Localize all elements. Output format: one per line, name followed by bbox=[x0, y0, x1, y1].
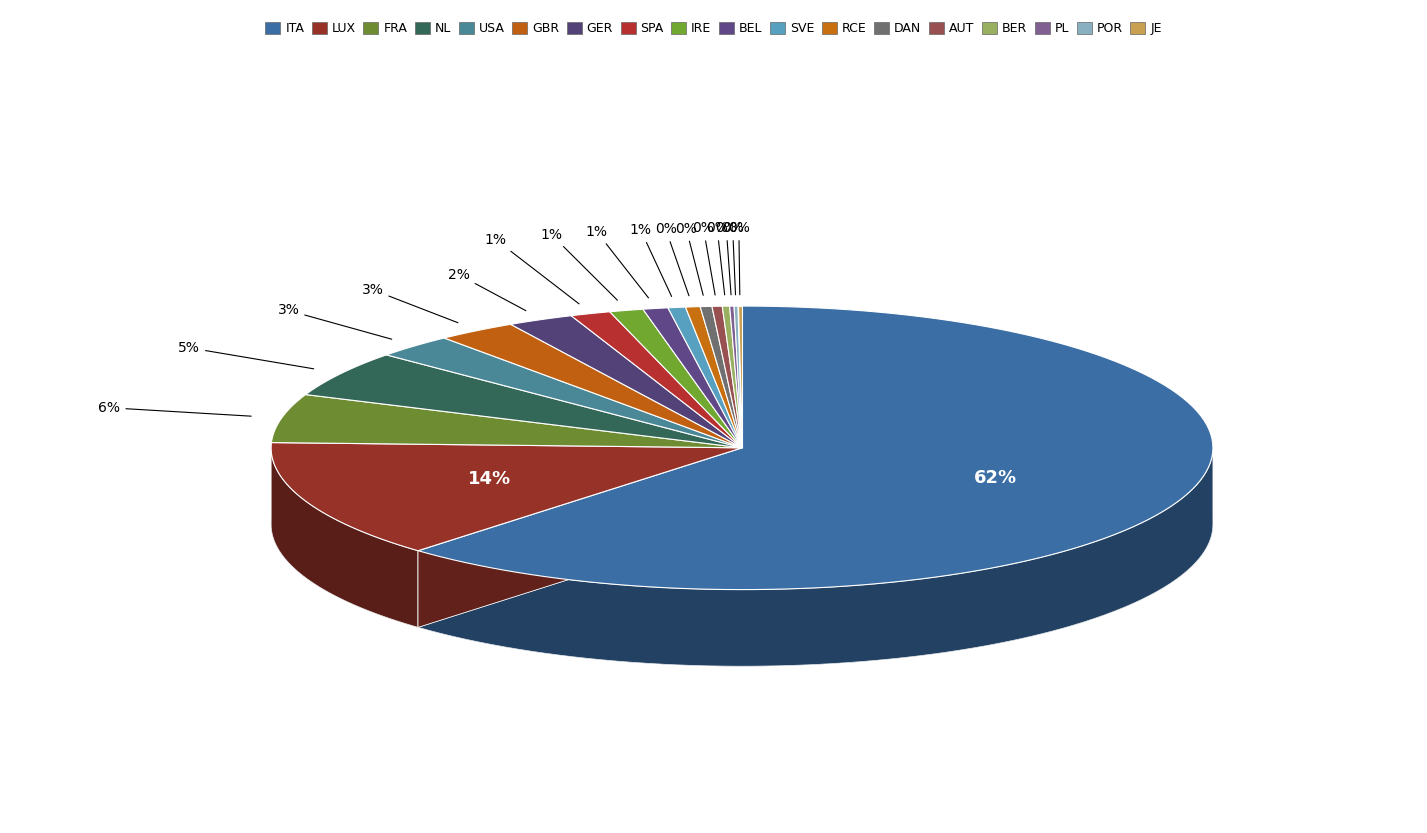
Polygon shape bbox=[738, 306, 742, 448]
Polygon shape bbox=[418, 448, 742, 627]
Text: 1%: 1% bbox=[586, 225, 648, 298]
Text: 3%: 3% bbox=[361, 282, 458, 322]
Polygon shape bbox=[271, 449, 418, 627]
Polygon shape bbox=[712, 307, 742, 448]
Polygon shape bbox=[511, 316, 742, 448]
Ellipse shape bbox=[271, 382, 1213, 666]
Polygon shape bbox=[701, 307, 742, 448]
Polygon shape bbox=[305, 355, 742, 448]
Polygon shape bbox=[418, 448, 1213, 666]
Text: 0%: 0% bbox=[706, 222, 728, 295]
Polygon shape bbox=[418, 448, 742, 627]
Text: 6%: 6% bbox=[98, 401, 251, 416]
Text: 1%: 1% bbox=[629, 223, 672, 297]
Polygon shape bbox=[444, 324, 742, 448]
Legend: ITA, LUX, FRA, NL, USA, GBR, GER, SPA, IRE, BEL, SVE, RCE, DAN, AUT, BER, PL, PO: ITA, LUX, FRA, NL, USA, GBR, GER, SPA, I… bbox=[260, 17, 1167, 41]
Polygon shape bbox=[733, 306, 742, 448]
Text: 3%: 3% bbox=[277, 303, 392, 339]
Text: 5%: 5% bbox=[178, 341, 314, 369]
Polygon shape bbox=[644, 308, 742, 448]
Text: 1%: 1% bbox=[541, 227, 618, 300]
Polygon shape bbox=[685, 307, 742, 448]
Text: 0%: 0% bbox=[715, 221, 738, 295]
Text: 0%: 0% bbox=[692, 222, 715, 295]
Polygon shape bbox=[271, 442, 742, 551]
Polygon shape bbox=[722, 306, 742, 448]
Text: 62%: 62% bbox=[975, 469, 1017, 487]
Polygon shape bbox=[271, 395, 742, 448]
Text: 0%: 0% bbox=[655, 222, 689, 296]
Polygon shape bbox=[729, 306, 742, 448]
Text: 2%: 2% bbox=[448, 268, 527, 311]
Text: 0%: 0% bbox=[728, 221, 749, 295]
Text: 0%: 0% bbox=[722, 221, 743, 295]
Polygon shape bbox=[387, 338, 742, 448]
Text: 14%: 14% bbox=[468, 470, 511, 488]
Polygon shape bbox=[609, 309, 742, 448]
Text: 0%: 0% bbox=[675, 222, 704, 295]
Polygon shape bbox=[668, 307, 742, 448]
Polygon shape bbox=[418, 306, 1213, 590]
Text: 1%: 1% bbox=[485, 232, 579, 304]
Polygon shape bbox=[571, 312, 742, 448]
